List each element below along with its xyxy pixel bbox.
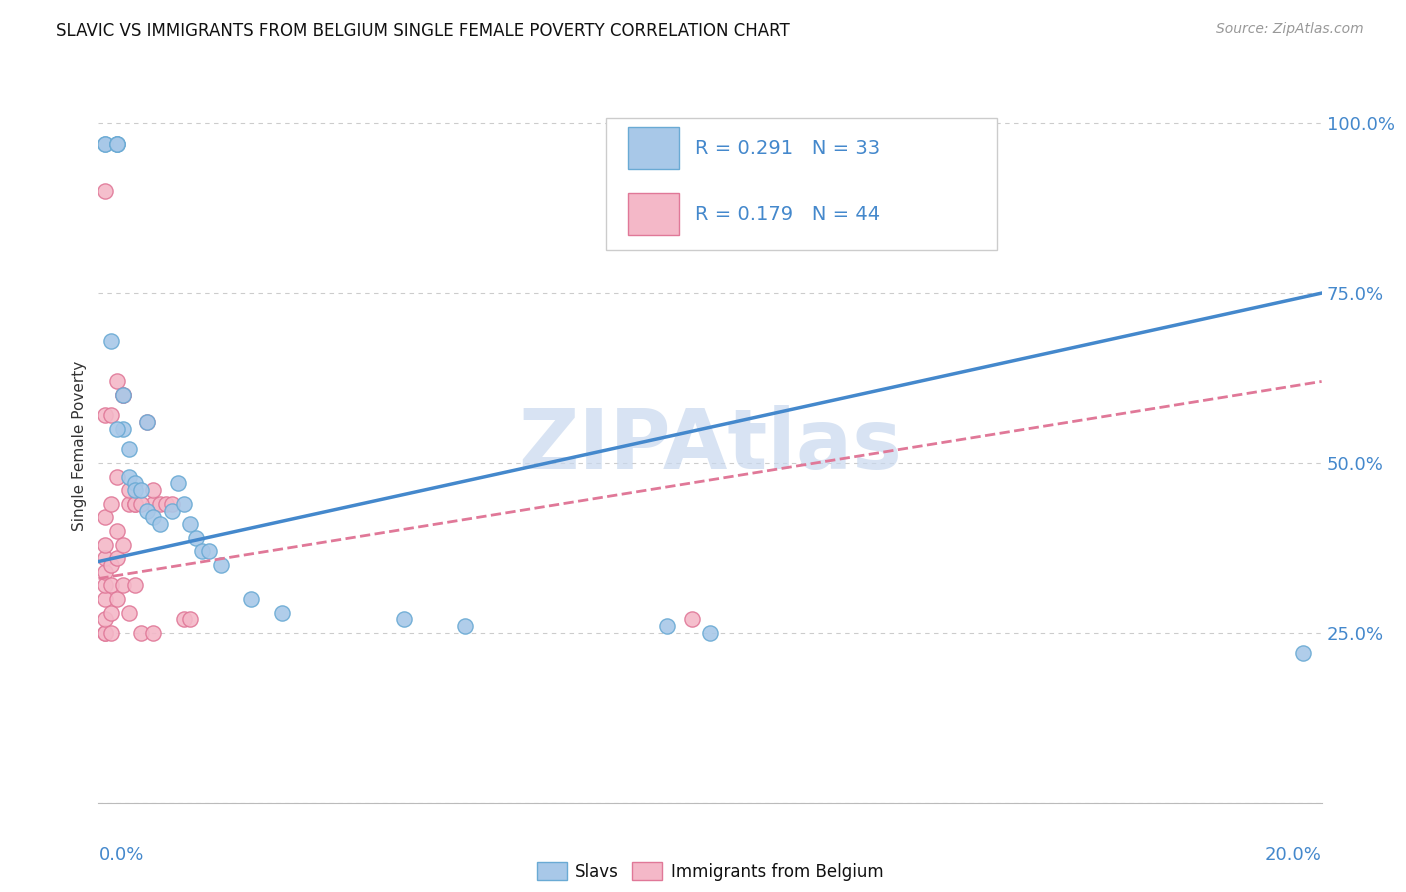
Point — [124, 497, 146, 511]
Point — [105, 136, 128, 151]
FancyBboxPatch shape — [606, 118, 997, 250]
Point — [186, 531, 208, 545]
Point — [100, 606, 122, 620]
Point — [100, 334, 122, 348]
Text: SLAVIC VS IMMIGRANTS FROM BELGIUM SINGLE FEMALE POVERTY CORRELATION CHART: SLAVIC VS IMMIGRANTS FROM BELGIUM SINGLE… — [56, 22, 790, 40]
Text: Source: ZipAtlas.com: Source: ZipAtlas.com — [1216, 22, 1364, 37]
Point — [111, 388, 134, 402]
Point — [270, 606, 292, 620]
Point — [179, 612, 201, 626]
Point — [105, 136, 128, 151]
Text: ZIPAtlas: ZIPAtlas — [517, 406, 903, 486]
Point — [93, 626, 115, 640]
Point — [93, 409, 115, 423]
Point — [129, 497, 152, 511]
Point — [160, 503, 183, 517]
Point — [1292, 646, 1315, 660]
Point — [105, 591, 128, 606]
Point — [93, 591, 115, 606]
Point — [93, 184, 115, 198]
Point — [142, 626, 165, 640]
Point — [111, 388, 134, 402]
Point — [392, 612, 416, 626]
Point — [93, 578, 115, 592]
FancyBboxPatch shape — [628, 127, 679, 169]
Point — [93, 565, 115, 579]
Point — [93, 612, 115, 626]
Point — [173, 497, 195, 511]
Text: 20.0%: 20.0% — [1265, 846, 1322, 863]
Legend: Slavs, Immigrants from Belgium: Slavs, Immigrants from Belgium — [530, 855, 890, 888]
Point — [100, 558, 122, 572]
Point — [129, 626, 152, 640]
FancyBboxPatch shape — [628, 193, 679, 235]
Point — [93, 136, 115, 151]
Point — [93, 551, 115, 566]
Point — [105, 524, 128, 538]
Point — [142, 497, 165, 511]
Point — [105, 375, 128, 389]
Point — [240, 591, 263, 606]
Point — [142, 483, 165, 498]
Point — [136, 503, 159, 517]
Point — [93, 136, 115, 151]
Text: R = 0.179   N = 44: R = 0.179 N = 44 — [695, 204, 880, 224]
Point — [100, 578, 122, 592]
Point — [111, 388, 134, 402]
Point — [142, 510, 165, 524]
Point — [100, 409, 122, 423]
Y-axis label: Single Female Poverty: Single Female Poverty — [72, 361, 87, 531]
Point — [105, 469, 128, 483]
Point — [191, 544, 214, 558]
Point — [129, 483, 152, 498]
Point — [124, 476, 146, 491]
Text: R = 0.291   N = 33: R = 0.291 N = 33 — [695, 139, 880, 158]
Point — [100, 626, 122, 640]
Point — [136, 415, 159, 429]
Point — [111, 422, 134, 436]
Point — [149, 517, 172, 532]
Point — [197, 544, 219, 558]
Point — [124, 497, 146, 511]
Point — [93, 626, 115, 640]
Point — [105, 551, 128, 566]
Point — [179, 517, 201, 532]
Point — [111, 537, 134, 551]
Point — [160, 497, 183, 511]
Point — [118, 497, 141, 511]
Point — [681, 612, 703, 626]
Point — [136, 415, 159, 429]
Point — [124, 483, 146, 498]
Point — [167, 476, 190, 491]
Point — [657, 619, 679, 633]
Point — [118, 469, 141, 483]
Point — [111, 578, 134, 592]
Point — [118, 606, 141, 620]
Text: 0.0%: 0.0% — [98, 846, 143, 863]
Point — [454, 619, 477, 633]
Point — [173, 612, 195, 626]
Point — [155, 497, 177, 511]
Point — [105, 136, 128, 151]
Point — [209, 558, 232, 572]
Point — [149, 497, 172, 511]
Point — [699, 626, 721, 640]
Point — [124, 578, 146, 592]
Point — [118, 442, 141, 457]
Point — [100, 497, 122, 511]
Point — [93, 537, 115, 551]
Point — [118, 483, 141, 498]
Point — [93, 510, 115, 524]
Point — [105, 422, 128, 436]
